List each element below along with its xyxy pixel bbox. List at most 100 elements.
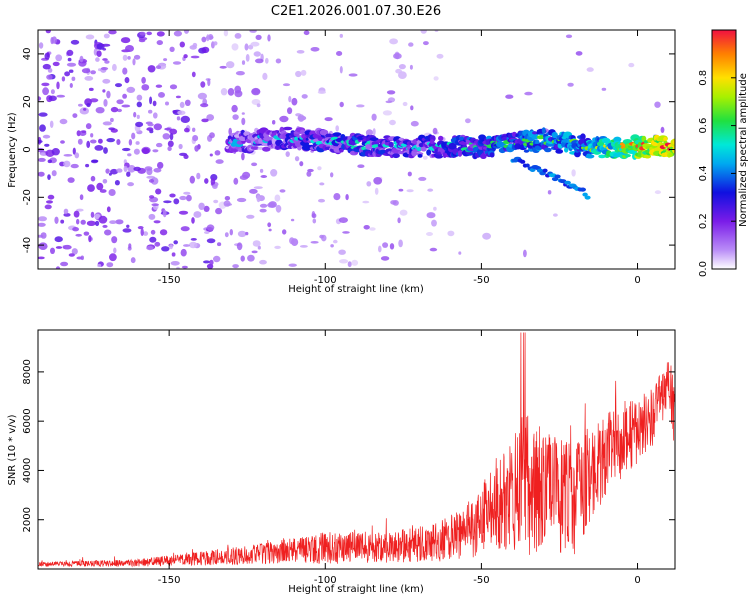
signal-blob — [459, 136, 465, 142]
spectrogram-ticks: -150 -100 -50 0 -40 -20 0 20 40 — [22, 30, 675, 286]
noise-blob — [149, 236, 157, 243]
noise-blob — [114, 180, 120, 186]
noise-blob — [40, 232, 47, 239]
noise-blob — [196, 172, 201, 180]
noise-blob — [369, 227, 376, 231]
noise-blob — [183, 191, 191, 195]
colorbar-tick-label: 0.0 — [698, 261, 709, 277]
x-tick-label: -150 — [158, 275, 181, 286]
noise-blob — [628, 62, 635, 68]
noise-blob — [68, 69, 74, 73]
noise-blob — [567, 82, 574, 87]
noise-blob — [127, 56, 131, 60]
signal-blob — [250, 146, 260, 150]
colorbar-tick-label: 0.4 — [698, 165, 709, 181]
noise-blob — [418, 176, 427, 181]
noise-blob — [169, 128, 178, 135]
noise-blob — [106, 206, 111, 213]
noise-blob — [169, 244, 174, 250]
noise-blob — [133, 148, 140, 155]
noise-blob — [186, 194, 192, 202]
noise-blob — [148, 213, 156, 220]
colorbar-tick-label: 0.8 — [698, 70, 709, 86]
noise-blob — [135, 141, 140, 145]
noise-blob — [176, 266, 180, 269]
noise-blob — [72, 113, 78, 118]
noise-blob — [339, 66, 343, 74]
noise-blob — [235, 71, 245, 76]
noise-blob — [190, 238, 197, 241]
noise-blob — [104, 60, 110, 64]
noise-blob — [241, 117, 246, 126]
snr-ticks: -150 -100 -50 0 2000 4000 6000 8000 — [22, 330, 675, 586]
noise-blob — [219, 65, 227, 69]
noise-blob — [447, 230, 455, 237]
noise-blob — [172, 61, 182, 65]
noise-blob — [180, 115, 190, 123]
noise-blob — [229, 229, 233, 236]
noise-blob — [410, 120, 419, 127]
snr-y-label: SNR (10 * v/v) — [7, 414, 18, 485]
signal-blob — [580, 133, 586, 140]
noise-blob — [68, 253, 75, 257]
noise-blob — [133, 54, 141, 60]
y-tick-label: 40 — [22, 48, 33, 61]
noise-blob — [131, 132, 136, 140]
branch-blob — [558, 179, 567, 184]
colorbar: 0.0 0.2 0.4 0.6 0.8 Normalized spectral ampl… — [698, 29, 749, 277]
noise-blob — [310, 241, 319, 244]
y-tick-label: 4000 — [22, 458, 33, 483]
noise-blob — [76, 208, 84, 212]
noise-blob — [100, 67, 109, 71]
signal-blob — [613, 136, 622, 143]
noise-blob — [306, 171, 312, 177]
noise-blob — [108, 189, 116, 196]
noise-blob — [90, 70, 96, 75]
noise-blob — [155, 188, 162, 195]
noise-blob — [122, 54, 128, 61]
noise-blob — [224, 196, 231, 201]
noise-blob — [389, 119, 396, 126]
signal-blob — [672, 140, 675, 145]
noise-blob — [385, 100, 393, 104]
noise-blob — [81, 130, 87, 134]
noise-blob — [279, 115, 289, 123]
noise-blob — [110, 168, 118, 175]
signal-blob — [672, 146, 675, 154]
noise-blob — [200, 103, 209, 108]
noise-blob — [85, 163, 90, 168]
noise-blob — [79, 107, 90, 115]
noise-blob — [156, 31, 165, 37]
noise-blob — [67, 57, 72, 62]
branch-blob — [529, 168, 536, 172]
noise-blob — [431, 219, 437, 227]
noise-blob — [42, 134, 51, 139]
noise-blob — [137, 226, 144, 230]
noise-blob — [183, 244, 190, 247]
noise-blob — [188, 241, 198, 249]
noise-blob — [586, 67, 594, 72]
branch-blob — [579, 187, 586, 192]
noise-blob — [371, 113, 377, 121]
spectrogram-marks — [38, 30, 675, 269]
branch-blob — [519, 159, 526, 164]
noise-blob — [127, 165, 136, 173]
noise-blob — [290, 218, 295, 222]
x-tick-label: -150 — [158, 575, 181, 586]
noise-blob — [102, 224, 108, 228]
noise-blob — [152, 100, 157, 107]
branch-blob — [582, 192, 588, 197]
noise-blob — [116, 139, 121, 145]
noise-blob — [156, 40, 163, 46]
noise-blob — [141, 76, 146, 84]
noise-blob — [194, 145, 199, 152]
noise-blob — [237, 230, 247, 238]
noise-blob — [50, 247, 55, 254]
noise-blob — [146, 245, 154, 251]
noise-blob — [154, 241, 161, 247]
noise-blob — [38, 242, 48, 250]
noise-blob — [164, 127, 171, 131]
noise-blob — [170, 261, 180, 266]
noise-blob — [149, 96, 153, 105]
noise-blob — [39, 124, 46, 132]
